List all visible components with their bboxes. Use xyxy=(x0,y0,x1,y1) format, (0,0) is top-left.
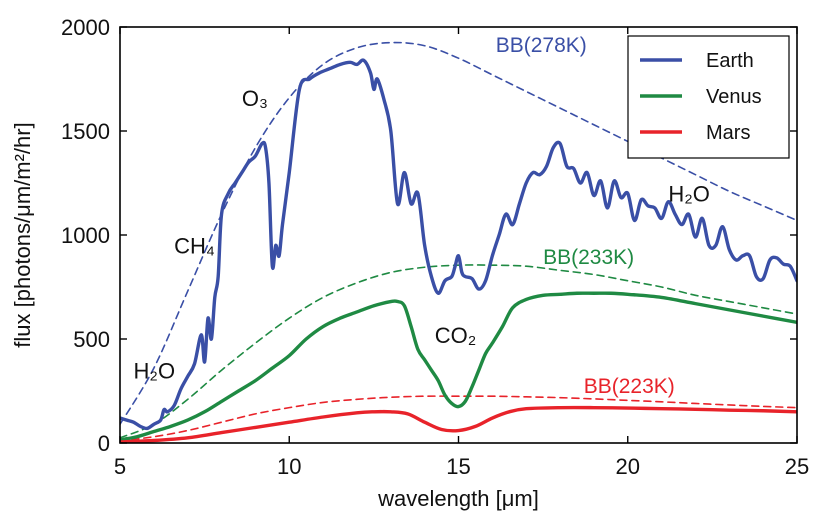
legend-label-earth: Earth xyxy=(706,50,754,72)
y-tick-label-1000: 1000 xyxy=(61,223,110,248)
legend-label-venus: Venus xyxy=(706,86,762,108)
series-line-bb-223k xyxy=(120,395,797,442)
y-tick-label-0: 0 xyxy=(98,431,110,456)
y-tick-label-1500: 1500 xyxy=(61,119,110,144)
series-line-earth xyxy=(120,58,797,431)
annotations-layer: H₂O CH₄ O₃ CO₂ H₂O BB(278K) BB(233K) BB(223K) xyxy=(134,34,710,398)
annotation-h2o-high: H₂O xyxy=(668,182,710,207)
series-line-venus xyxy=(120,291,797,442)
plot-lines xyxy=(120,41,797,443)
x-tick-label-10: 10 xyxy=(277,454,301,479)
annotation-ch4: CH₄ xyxy=(174,234,215,259)
x-tick-label-25: 25 xyxy=(785,454,809,479)
annotation-bb278: BB(278K) xyxy=(496,34,587,57)
annotation-co2: CO₂ xyxy=(435,323,477,348)
x-tick-label-20: 20 xyxy=(616,454,640,479)
y-axis-label: flux [photons/μm/m²/hr] xyxy=(10,122,35,347)
y-tick-label-500: 500 xyxy=(73,327,110,352)
y-tick-label-2000: 2000 xyxy=(61,15,110,40)
annotation-bb223: BB(223K) xyxy=(584,375,675,398)
x-tick-label-5: 5 xyxy=(114,454,126,479)
annotation-bb233: BB(233K) xyxy=(543,246,634,269)
series-line-bb-233k xyxy=(120,264,797,439)
x-tick-label-15: 15 xyxy=(446,454,470,479)
ticks-layer: 5 10 15 20 25 0 500 1000 1500 2000 xyxy=(61,15,809,479)
legend: Earth Venus Mars xyxy=(627,35,790,159)
series-line-mars xyxy=(120,405,797,443)
annotation-o3: O₃ xyxy=(242,86,268,111)
legend-label-mars: Mars xyxy=(706,122,750,144)
x-axis-label: wavelength [μm] xyxy=(377,486,539,511)
annotation-h2o-low: H₂O xyxy=(134,359,176,384)
